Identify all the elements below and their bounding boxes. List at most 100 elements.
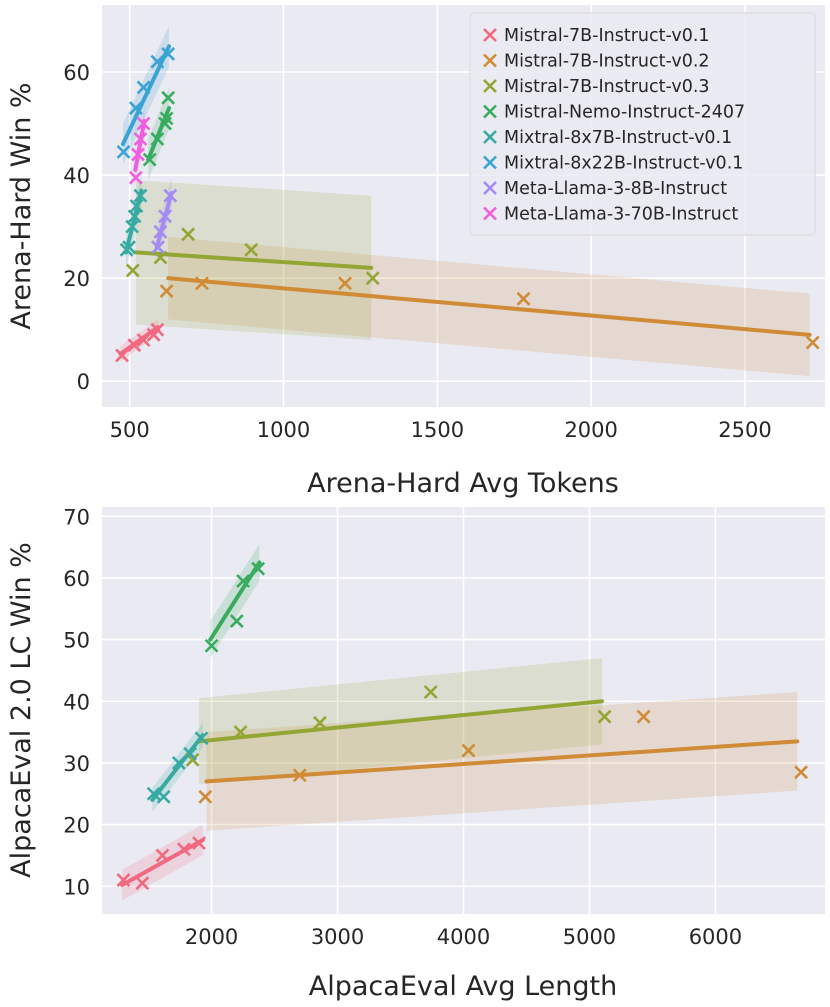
legend-label-mixtral-8x22b-instruct-v0-1: Mixtral-8x22B-Instruct-v0.1 bbox=[504, 154, 743, 174]
top-fit-meta-llama-3-8b-instruct bbox=[154, 191, 174, 250]
bottom-point-mistral-7b-instruct-v0-3-2 bbox=[312, 715, 327, 730]
bottom-point-mistral-7b-instruct-v0-2-1 bbox=[292, 768, 307, 783]
bottom-data-points bbox=[116, 561, 808, 891]
top-y-tick-0: 0 bbox=[77, 370, 90, 394]
legend-item-mistral-7b-instruct-v0-2: Mistral-7B-Instruct-v0.2 bbox=[483, 52, 710, 72]
top-point-mixtral-8x22b-instruct-v0-1-3 bbox=[150, 54, 165, 69]
legend-marker-meta-llama-3-70b-instruct bbox=[483, 206, 497, 221]
bottom-x-tick-4: 6000 bbox=[689, 925, 742, 949]
legend-item-meta-llama-3-70b-instruct: Meta-Llama-3-70B-Instruct bbox=[483, 205, 738, 225]
bottom-point-mistral-7b-instruct-v0-3-1 bbox=[233, 725, 248, 740]
bottom-point-mistral-nemo-instruct-2407-3 bbox=[251, 561, 266, 576]
bottom-point-mistral-7b-instruct-v0-1-1 bbox=[135, 876, 150, 891]
top-y-tick-3: 60 bbox=[63, 61, 90, 85]
bottom-point-mixtral-8x7b-instruct-v0-1-0 bbox=[146, 786, 161, 801]
bottom-chart: 10 20 30 40 50 60 70 2000 3000 4000 5000 6000 Alpa… bbox=[6, 505, 825, 1002]
top-point-mixtral-8x7b-instruct-v0-1-3 bbox=[127, 209, 142, 224]
top-point-mistral-7b-instruct-v0-1-4 bbox=[150, 322, 165, 337]
top-point-meta-llama-3-8b-instruct-1 bbox=[153, 224, 168, 239]
bottom-grid bbox=[102, 507, 825, 914]
top-x-tick-2: 1500 bbox=[411, 418, 464, 442]
legend-marker-mixtral-8x22b-instruct-v0-1 bbox=[483, 155, 497, 170]
bottom-y-tick-5: 60 bbox=[63, 567, 90, 591]
top-point-mistral-nemo-instruct-2407-0 bbox=[142, 152, 157, 167]
bottom-point-mistral-nemo-instruct-2407-1 bbox=[229, 614, 244, 629]
top-point-meta-llama-3-70b-instruct-3 bbox=[136, 116, 151, 131]
bottom-fit-mistral-7b-instruct-v0-2 bbox=[204, 739, 800, 784]
top-point-mistral-7b-instruct-v0-2-1 bbox=[195, 276, 209, 291]
top-point-mixtral-8x22b-instruct-v0-1-1 bbox=[128, 101, 143, 115]
top-data-points bbox=[115, 47, 820, 363]
top-y-tick-labels: 0 20 40 60 bbox=[63, 61, 90, 394]
legend-marker-mistral-7b-instruct-v0-2 bbox=[483, 53, 497, 68]
legend-label-mistral-7b-instruct-v0-2: Mistral-7B-Instruct-v0.2 bbox=[504, 52, 710, 72]
top-y-tick-1: 20 bbox=[63, 267, 90, 291]
top-x-axis-label: Arena-Hard Avg Tokens bbox=[307, 468, 619, 499]
legend-item-mixtral-8x22b-instruct-v0-1: Mixtral-8x22B-Instruct-v0.1 bbox=[483, 154, 743, 174]
top-point-mistral-7b-instruct-v0-3-4 bbox=[365, 271, 380, 286]
bottom-y-tick-3: 40 bbox=[63, 690, 90, 714]
legend: Mistral-7B-Instruct-v0.1 Mistral-7B-Instr… bbox=[469, 12, 816, 236]
bottom-y-axis-label: AlpacaEval 2.0 LC Win % bbox=[6, 542, 37, 878]
top-point-meta-llama-3-8b-instruct-2 bbox=[158, 209, 172, 224]
legend-item-mistral-7b-instruct-v0-3: Mistral-7B-Instruct-v0.3 bbox=[483, 77, 710, 97]
bottom-point-mixtral-8x7b-instruct-v0-1-3 bbox=[183, 746, 198, 761]
top-point-mistral-7b-instruct-v0-3-3 bbox=[244, 242, 259, 257]
bottom-point-mistral-7b-instruct-v0-1-3 bbox=[176, 842, 191, 857]
bottom-x-axis-label: AlpacaEval Avg Length bbox=[309, 971, 617, 1002]
top-point-mixtral-8x7b-instruct-v0-1-2 bbox=[125, 219, 140, 234]
bottom-point-mistral-7b-instruct-v0-1-0 bbox=[116, 873, 131, 888]
top-point-meta-llama-3-8b-instruct-0 bbox=[151, 240, 165, 255]
top-fit-mistral-7b-instruct-v0-3 bbox=[133, 250, 374, 270]
legend-marker-meta-llama-3-8b-instruct bbox=[483, 181, 497, 195]
bottom-point-mixtral-8x7b-instruct-v0-1-2 bbox=[171, 755, 186, 770]
bottom-y-tick-1: 20 bbox=[63, 814, 90, 838]
top-point-mixtral-8x7b-instruct-v0-1-1 bbox=[122, 240, 136, 255]
bottom-x-tick-3: 5000 bbox=[563, 925, 616, 949]
top-point-mistral-7b-instruct-v0-2-0 bbox=[159, 284, 174, 298]
bottom-point-mistral-nemo-instruct-2407-2 bbox=[236, 574, 250, 588]
top-point-mistral-7b-instruct-v0-1-2 bbox=[136, 333, 151, 347]
bottom-y-tick-2: 30 bbox=[63, 752, 90, 776]
bottom-point-mistral-7b-instruct-v0-1-2 bbox=[155, 848, 170, 863]
top-fit-mistral-7b-instruct-v0-2 bbox=[166, 276, 812, 337]
top-y-tick-2: 40 bbox=[63, 164, 90, 188]
top-point-meta-llama-3-8b-instruct-3 bbox=[163, 188, 178, 203]
bottom-point-mistral-7b-instruct-v0-2-0 bbox=[198, 789, 213, 804]
top-point-mistral-7b-instruct-v0-2-4 bbox=[805, 335, 820, 350]
legend-label-mixtral-8x7b-instruct-v0-1: Mixtral-8x7B-Instruct-v0.1 bbox=[504, 128, 732, 148]
top-x-tick-labels: 500 1000 1500 2000 2500 bbox=[110, 418, 772, 442]
bottom-point-mistral-7b-instruct-v0-2-2 bbox=[461, 743, 476, 758]
bottom-point-mistral-7b-instruct-v0-1-4 bbox=[192, 836, 206, 851]
top-point-mistral-7b-instruct-v0-2-2 bbox=[338, 276, 352, 291]
bottom-y-tick-4: 50 bbox=[63, 629, 90, 653]
top-x-tick-4: 2500 bbox=[718, 418, 771, 442]
legend-marker-mistral-7b-instruct-v0-1 bbox=[483, 28, 497, 42]
top-point-mistral-7b-instruct-v0-1-1 bbox=[127, 338, 142, 353]
legend-marker-mistral-nemo-instruct-2407 bbox=[483, 104, 497, 119]
top-point-mixtral-8x7b-instruct-v0-1-4 bbox=[129, 199, 144, 213]
top-fit-meta-llama-3-70b-instruct bbox=[133, 118, 147, 172]
bottom-point-mistral-7b-instruct-v0-3-4 bbox=[597, 709, 612, 724]
bottom-y-tick-6: 70 bbox=[63, 505, 90, 529]
bottom-x-tick-labels: 2000 3000 4000 5000 6000 bbox=[185, 925, 742, 949]
legend-label-meta-llama-3-70b-instruct: Meta-Llama-3-70B-Instruct bbox=[504, 205, 738, 225]
top-point-mixtral-8x7b-instruct-v0-1-5 bbox=[133, 188, 148, 203]
legend-marker-mistral-7b-instruct-v0-3 bbox=[483, 79, 497, 93]
legend-label-meta-llama-3-8b-instruct: Meta-Llama-3-8B-Instruct bbox=[504, 179, 727, 199]
bottom-point-mistral-7b-instruct-v0-2-3 bbox=[636, 709, 651, 724]
top-point-mixtral-8x22b-instruct-v0-1-2 bbox=[136, 80, 151, 95]
bottom-x-tick-1: 3000 bbox=[311, 925, 364, 949]
top-x-tick-3: 2000 bbox=[564, 418, 617, 442]
bottom-fit-mistral-7b-instruct-v0-1 bbox=[120, 838, 205, 888]
legend-marker-mixtral-8x7b-instruct-v0-1 bbox=[483, 130, 497, 144]
bottom-point-mixtral-8x7b-instruct-v0-1-1 bbox=[156, 789, 171, 804]
top-y-axis-label: Arena-Hard Win % bbox=[6, 82, 37, 329]
legend-item-mixtral-8x7b-instruct-v0-1: Mixtral-8x7B-Instruct-v0.1 bbox=[483, 128, 732, 148]
bottom-x-tick-0: 2000 bbox=[185, 925, 238, 949]
legend-label-mistral-7b-instruct-v0-1: Mistral-7B-Instruct-v0.1 bbox=[504, 26, 710, 46]
top-point-mistral-nemo-instruct-2407-4 bbox=[159, 111, 174, 126]
top-point-mistral-7b-instruct-v0-3-2 bbox=[181, 227, 196, 242]
bottom-y-tick-0: 10 bbox=[63, 875, 90, 899]
